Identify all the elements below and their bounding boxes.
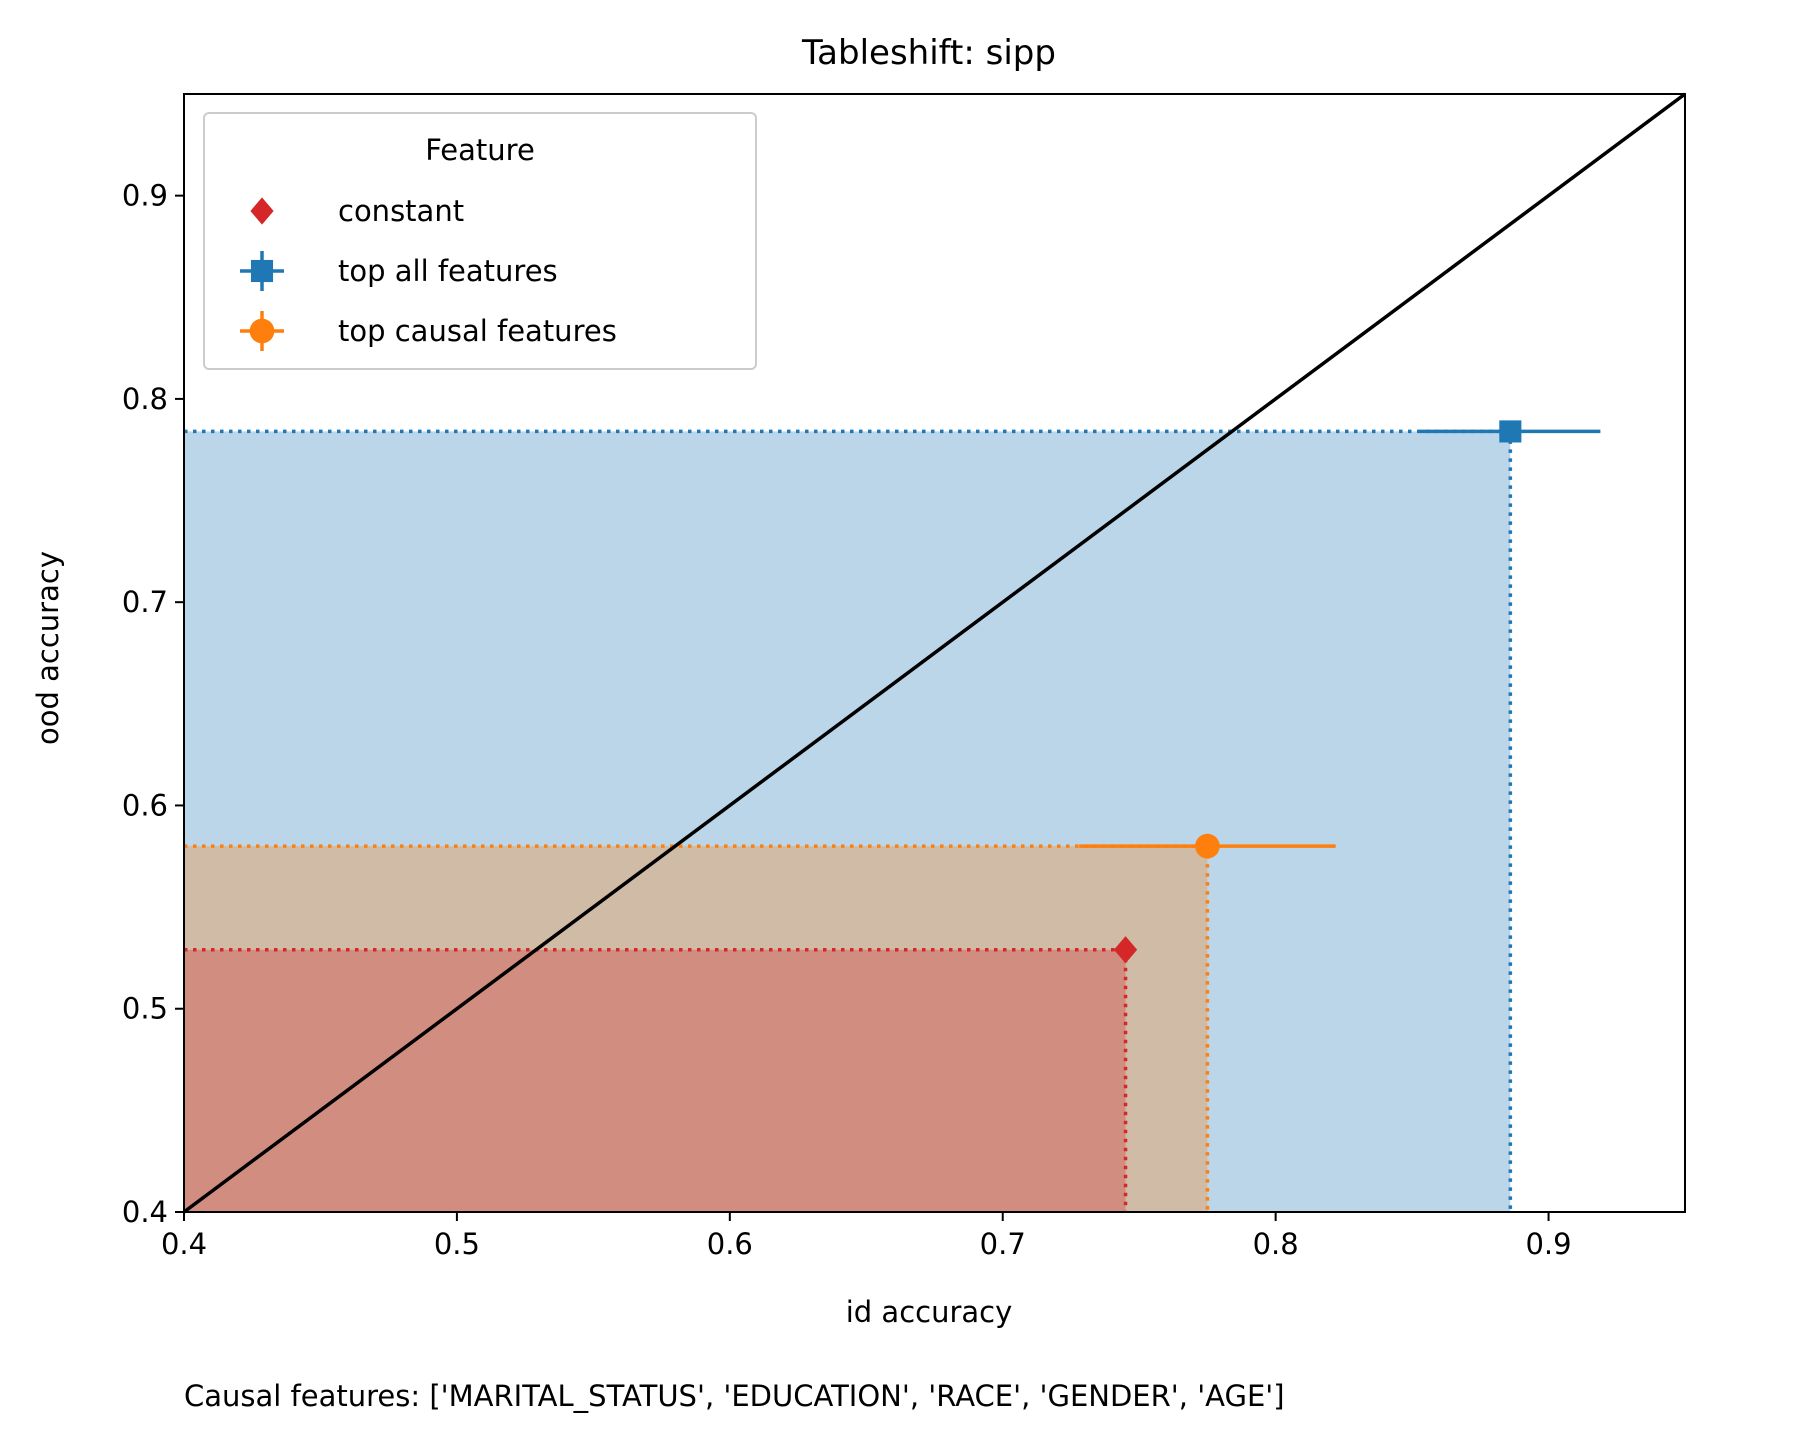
region-top-causal-features xyxy=(184,846,1208,1212)
legend-entry-top-causal-features: top causal features xyxy=(240,311,617,351)
data-markers xyxy=(1079,420,1601,964)
legend-title: Feature xyxy=(425,133,535,167)
footnote: Causal features: ['MARITAL_STATUS', 'EDU… xyxy=(184,1379,1285,1413)
y-tick-label: 0.5 xyxy=(122,992,168,1026)
x-tick-label: 0.7 xyxy=(980,1227,1026,1261)
diagonal-reference xyxy=(182,92,1687,1214)
marker-top-all-features xyxy=(1499,420,1522,443)
legend-marker xyxy=(250,259,274,283)
axes-frame xyxy=(183,93,1686,1213)
x-tick-label: 0.5 xyxy=(434,1227,480,1261)
legend-label: constant xyxy=(338,194,464,228)
y-tick-label: 0.4 xyxy=(122,1195,168,1229)
y-tick-label: 0.8 xyxy=(122,382,168,416)
x-tick-label: 0.8 xyxy=(1253,1227,1299,1261)
y-axis-label: ood accuracy xyxy=(31,551,65,745)
legend-entry-top-all-features: top all features xyxy=(240,251,558,291)
legend-frame xyxy=(203,112,757,370)
diagonal-line xyxy=(182,92,1687,1214)
legend: Feature constant top all features top caus… xyxy=(203,112,757,370)
legend-marker xyxy=(249,318,275,344)
guide-lines xyxy=(184,429,1513,1212)
marker-constant xyxy=(1113,936,1138,964)
x-axis-ticks: 0.4 0.5 0.6 0.7 0.8 0.9 xyxy=(161,1212,1572,1261)
legend-label: top causal features xyxy=(338,314,617,348)
x-tick-label: 0.4 xyxy=(161,1227,207,1261)
shaded-regions xyxy=(184,431,1511,1212)
legend-entries: constant top all features top causal featu… xyxy=(240,194,617,351)
x-tick-label: 0.9 xyxy=(1525,1227,1571,1261)
y-tick-label: 0.9 xyxy=(122,179,168,213)
legend-entry-constant: constant xyxy=(250,194,464,228)
marker-top-causal-features xyxy=(1195,833,1220,859)
chart-title: Tableshift: sipp xyxy=(801,33,1056,73)
legend-marker xyxy=(250,197,274,225)
region-top-all-features xyxy=(184,431,1511,1212)
x-axis-label: id accuracy xyxy=(846,1295,1013,1329)
y-tick-label: 0.6 xyxy=(122,788,168,822)
region-constant xyxy=(184,949,1126,1212)
x-tick-label: 0.6 xyxy=(707,1227,753,1261)
y-axis-ticks: 0.4 0.5 0.6 0.7 0.8 0.9 xyxy=(122,179,184,1229)
y-tick-label: 0.7 xyxy=(122,585,168,619)
legend-label: top all features xyxy=(338,254,558,288)
